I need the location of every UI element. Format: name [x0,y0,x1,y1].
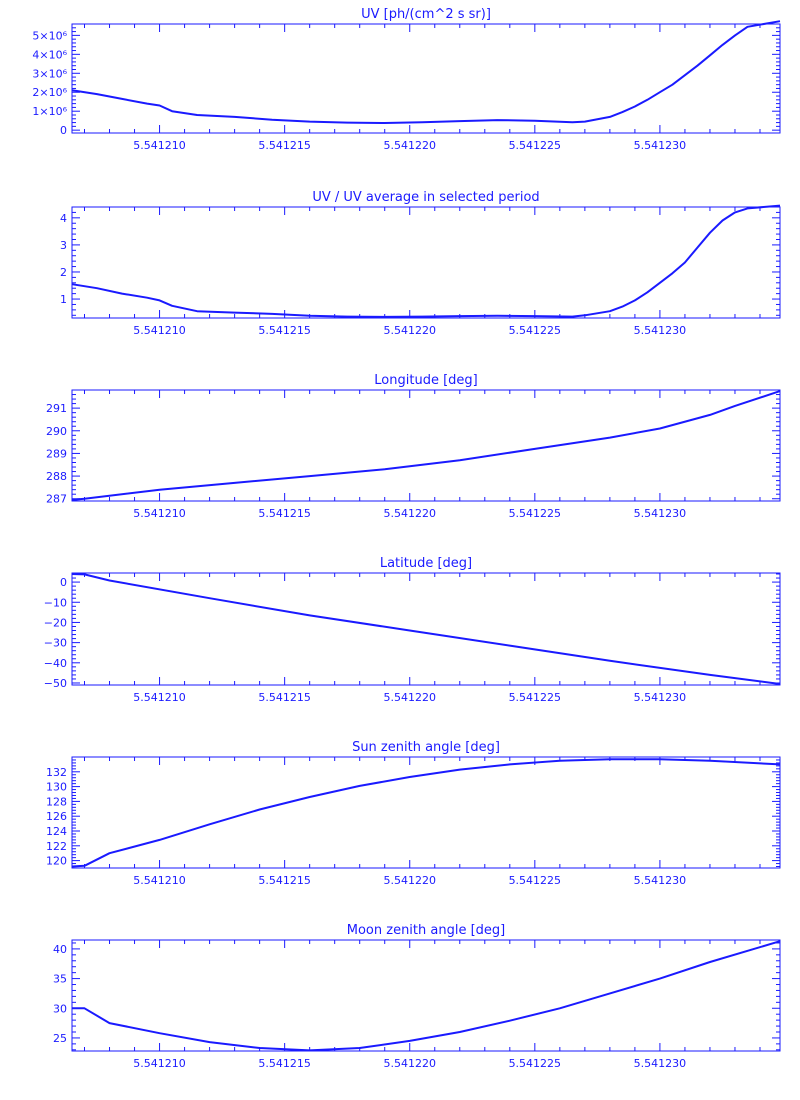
x-tick-label: 5.541225 [509,324,562,337]
y-tick-label: 287 [46,493,67,506]
x-tick-label: 5.541225 [509,874,562,887]
plot-frame [71,756,781,869]
x-tick-label: 5.541220 [383,507,436,520]
x-tick-label: 5.541210 [133,691,186,704]
panel-3: Longitude [deg] 5.541210 5.541215 5.541220 5… [46,373,781,520]
y-tick-label: 130 [46,781,67,794]
panel-5: Sun zenith angle [deg] 5.541210 5.541215 5.… [46,740,781,887]
x-tick-label: 5.541225 [509,1057,562,1070]
panel-2: UV / UV average in selected period 5.5412… [60,190,781,337]
x-tick-label: 5.541215 [258,1057,311,1070]
x-tick-label: 5.541210 [133,1057,186,1070]
y-tick-label: 290 [46,425,67,438]
y-tick-label: 4 [60,212,67,225]
x-tick-label: 5.541215 [258,874,311,887]
panel-4: Latitude [deg] 5.541210 5.541215 5.541220 5.… [44,556,781,704]
x-tick-label: 5.541225 [509,507,562,520]
x-tick-label: 5.541215 [258,324,311,337]
panel-title: Sun zenith angle [deg] [352,740,500,755]
y-tick-label: −10 [44,596,67,609]
y-tick-label: 4×10⁶ [32,48,67,61]
y-tick-label: 120 [46,855,67,868]
plot-frame [71,206,781,319]
y-tick-label: 289 [46,447,67,460]
y-tick-label: 132 [46,766,67,779]
y-tick-label: −20 [44,616,67,629]
panel-title: Longitude [deg] [374,373,477,388]
y-tick-label: 35 [53,973,67,986]
y-tick-label: 126 [46,810,67,823]
y-tick-label: 3×10⁶ [32,67,67,80]
x-tick-label: 5.541220 [383,874,436,887]
y-tick-label: 128 [46,795,67,808]
x-tick-label: 5.541215 [258,139,311,152]
y-tick-label: 0 [60,576,67,589]
panel-title: Moon zenith angle [deg] [347,923,505,938]
y-tick-label: 30 [53,1002,67,1015]
x-tick-label: 5.541210 [133,874,186,887]
x-tick-label: 5.541230 [634,1057,687,1070]
series-line [71,758,781,868]
y-tick-label: 124 [46,825,67,838]
x-tick-label: 5.541225 [509,691,562,704]
series-line [71,20,781,124]
x-tick-label: 5.541210 [133,507,186,520]
y-tick-label: 3 [60,239,67,252]
panel-title: Latitude [deg] [380,556,472,571]
x-tick-label: 5.541220 [383,691,436,704]
plot-frame [71,939,781,1052]
y-tick-label: 40 [53,943,67,956]
y-tick-label: 2 [60,266,67,279]
x-tick-label: 5.541225 [509,139,562,152]
panel-title: UV [ph/(cm^2 s sr)] [361,7,491,22]
y-tick-label: 5×10⁶ [32,29,67,42]
y-tick-label: 2×10⁶ [32,86,67,99]
x-tick-label: 5.541230 [634,324,687,337]
panel-1: UV [ph/(cm^2 s sr)] 5.541210 5.541215 5.541… [32,7,781,152]
y-tick-label: −40 [44,657,67,670]
panel-title: UV / UV average in selected period [312,190,539,205]
y-tick-label: 1 [60,293,67,306]
panel-6: Moon zenith angle [deg] 5.541210 5.541215 5… [53,923,781,1070]
x-tick-label: 5.541220 [383,139,436,152]
y-tick-label: 25 [53,1032,67,1045]
x-tick-label: 5.541230 [634,507,687,520]
x-tick-label: 5.541210 [133,324,186,337]
series-line [71,573,781,685]
x-tick-label: 5.541220 [383,324,436,337]
y-tick-label: 291 [46,402,67,415]
y-tick-label: 288 [46,470,67,483]
x-tick-label: 5.541230 [634,874,687,887]
x-tick-label: 5.541230 [634,691,687,704]
y-tick-label: −50 [44,677,67,690]
plot-frame [71,572,781,686]
y-tick-label: −30 [44,637,67,650]
y-tick-label: 122 [46,840,67,853]
series-line [72,940,781,1052]
plot-frame [71,23,781,134]
plot-frame [71,389,781,502]
x-tick-label: 5.541220 [383,1057,436,1070]
x-tick-label: 5.541215 [258,691,311,704]
x-tick-label: 5.541210 [133,139,186,152]
y-tick-label: 0 [60,124,67,137]
y-tick-label: 1×10⁶ [32,105,67,118]
series-line [71,390,781,501]
x-tick-label: 5.541215 [258,507,311,520]
series-line [71,204,781,318]
x-tick-label: 5.541230 [634,139,687,152]
